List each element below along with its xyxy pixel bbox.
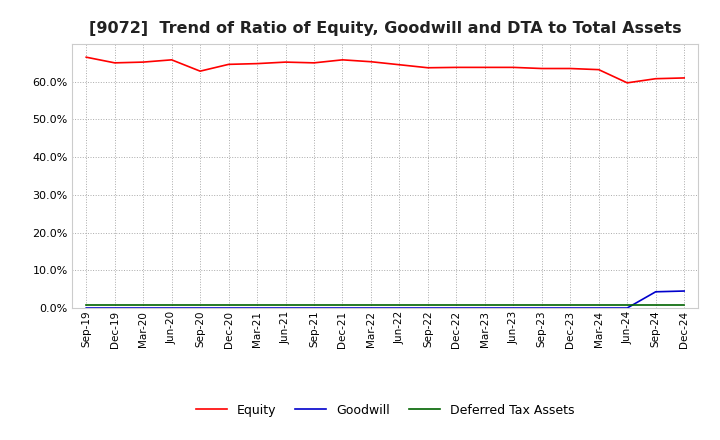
Deferred Tax Assets: [82, 302, 91, 308]
Equity: [395, 62, 404, 67]
Goodwill: [310, 305, 318, 311]
Goodwill: [423, 305, 432, 311]
Goodwill: [110, 305, 119, 311]
Goodwill: [452, 305, 461, 311]
Deferred Tax Assets: [282, 302, 290, 308]
Deferred Tax Assets: [338, 302, 347, 308]
Goodwill: [225, 305, 233, 311]
Goodwill: [537, 305, 546, 311]
Deferred Tax Assets: [623, 302, 631, 308]
Deferred Tax Assets: [595, 302, 603, 308]
Equity: [566, 66, 575, 71]
Goodwill: [139, 305, 148, 311]
Equity: [225, 62, 233, 67]
Title: [9072]  Trend of Ratio of Equity, Goodwill and DTA to Total Assets: [9072] Trend of Ratio of Equity, Goodwil…: [89, 21, 682, 36]
Equity: [480, 65, 489, 70]
Deferred Tax Assets: [680, 302, 688, 308]
Deferred Tax Assets: [423, 302, 432, 308]
Equity: [167, 57, 176, 62]
Equity: [196, 69, 204, 74]
Equity: [139, 59, 148, 65]
Equity: [423, 65, 432, 70]
Goodwill: [509, 305, 518, 311]
Goodwill: [652, 289, 660, 294]
Deferred Tax Assets: [395, 302, 404, 308]
Equity: [310, 60, 318, 66]
Equity: [253, 61, 261, 66]
Equity: [652, 76, 660, 81]
Goodwill: [196, 305, 204, 311]
Deferred Tax Assets: [110, 302, 119, 308]
Goodwill: [623, 305, 631, 311]
Equity: [338, 57, 347, 62]
Goodwill: [253, 305, 261, 311]
Deferred Tax Assets: [225, 302, 233, 308]
Goodwill: [366, 305, 375, 311]
Goodwill: [595, 305, 603, 311]
Goodwill: [167, 305, 176, 311]
Goodwill: [480, 305, 489, 311]
Deferred Tax Assets: [537, 302, 546, 308]
Equity: [623, 80, 631, 85]
Equity: [452, 65, 461, 70]
Equity: [509, 65, 518, 70]
Equity: [282, 59, 290, 65]
Goodwill: [680, 288, 688, 293]
Line: Goodwill: Goodwill: [86, 291, 684, 308]
Equity: [82, 55, 91, 60]
Equity: [366, 59, 375, 64]
Deferred Tax Assets: [139, 302, 148, 308]
Deferred Tax Assets: [652, 302, 660, 308]
Legend: Equity, Goodwill, Deferred Tax Assets: Equity, Goodwill, Deferred Tax Assets: [191, 399, 580, 422]
Deferred Tax Assets: [310, 302, 318, 308]
Deferred Tax Assets: [480, 302, 489, 308]
Goodwill: [338, 305, 347, 311]
Equity: [680, 75, 688, 81]
Line: Equity: Equity: [86, 57, 684, 83]
Deferred Tax Assets: [366, 302, 375, 308]
Goodwill: [395, 305, 404, 311]
Goodwill: [82, 305, 91, 311]
Deferred Tax Assets: [253, 302, 261, 308]
Equity: [537, 66, 546, 71]
Goodwill: [566, 305, 575, 311]
Equity: [595, 67, 603, 72]
Goodwill: [282, 305, 290, 311]
Equity: [110, 60, 119, 66]
Deferred Tax Assets: [452, 302, 461, 308]
Deferred Tax Assets: [509, 302, 518, 308]
Deferred Tax Assets: [167, 302, 176, 308]
Deferred Tax Assets: [196, 302, 204, 308]
Deferred Tax Assets: [566, 302, 575, 308]
